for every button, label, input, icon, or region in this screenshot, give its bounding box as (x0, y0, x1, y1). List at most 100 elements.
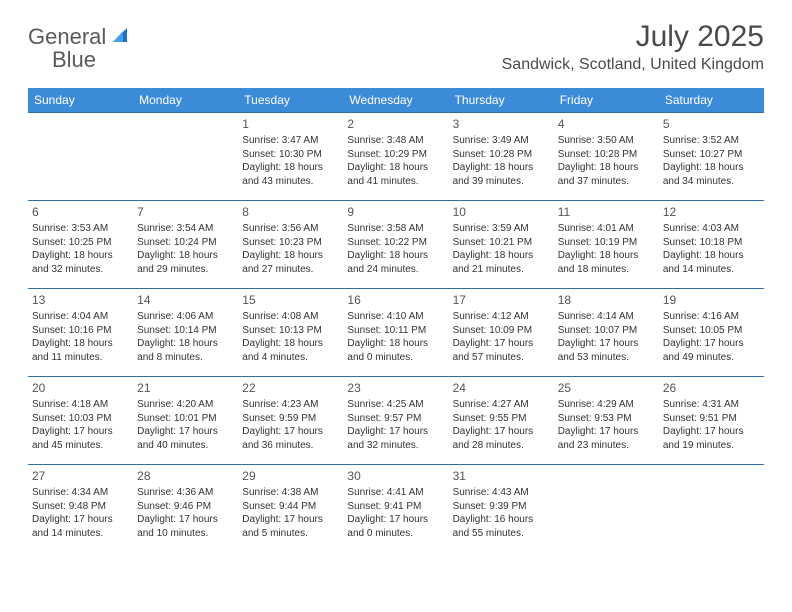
daylight-text: Daylight: 17 hours (137, 425, 234, 439)
day-header: Monday (133, 88, 238, 113)
daylight-text: and 21 minutes. (453, 263, 550, 277)
day-number: 24 (453, 380, 550, 396)
calendar-table: SundayMondayTuesdayWednesdayThursdayFrid… (28, 88, 764, 553)
daylight-text: and 29 minutes. (137, 263, 234, 277)
sunset-text: Sunset: 10:18 PM (663, 236, 760, 250)
calendar-day-cell: 30Sunrise: 4:41 AMSunset: 9:41 PMDayligh… (343, 465, 448, 553)
calendar-day-cell: 31Sunrise: 4:43 AMSunset: 9:39 PMDayligh… (449, 465, 554, 553)
daylight-text: and 24 minutes. (347, 263, 444, 277)
sunrise-text: Sunrise: 4:03 AM (663, 222, 760, 236)
calendar-day-cell: 7 Sunrise: 3:54 AMSunset: 10:24 PMDayligh… (133, 201, 238, 289)
daylight-text: Daylight: 17 hours (663, 425, 760, 439)
brand-name-1: General (28, 24, 106, 49)
sunrise-text: Sunrise: 4:38 AM (242, 486, 339, 500)
calendar-day-cell: 29Sunrise: 4:38 AMSunset: 9:44 PMDayligh… (238, 465, 343, 553)
calendar-day-cell: 22 Sunrise: 4:23 AMSunset: 9:59 PMDayligh… (238, 377, 343, 465)
day-number: 28 (137, 468, 234, 484)
day-number: 22 (242, 380, 339, 396)
sunrise-text: Sunrise: 4:36 AM (137, 486, 234, 500)
daylight-text: Daylight: 18 hours (32, 337, 129, 351)
calendar-day-cell: 14Sunrise: 4:06 AMSunset: 10:14 PMDaylig… (133, 289, 238, 377)
calendar-day-cell: 21Sunrise: 4:20 AMSunset: 10:01 PMDaylig… (133, 377, 238, 465)
daylight-text: and 8 minutes. (137, 351, 234, 365)
daylight-text: and 23 minutes. (558, 439, 655, 453)
sunrise-text: Sunrise: 3:53 AM (32, 222, 129, 236)
daylight-text: Daylight: 18 hours (137, 337, 234, 351)
sunset-text: Sunset: 9:46 PM (137, 500, 234, 514)
day-number: 30 (347, 468, 444, 484)
day-number: 18 (558, 292, 655, 308)
day-number: 11 (558, 204, 655, 220)
daylight-text: and 39 minutes. (453, 175, 550, 189)
daylight-text: and 32 minutes. (32, 263, 129, 277)
daylight-text: and 45 minutes. (32, 439, 129, 453)
day-number: 1 (242, 116, 339, 132)
sunrise-text: Sunrise: 3:50 AM (558, 134, 655, 148)
sunset-text: Sunset: 10:23 PM (242, 236, 339, 250)
daylight-text: and 14 minutes. (663, 263, 760, 277)
sunset-text: Sunset: 9:53 PM (558, 412, 655, 426)
day-number: 13 (32, 292, 129, 308)
daylight-text: and 18 minutes. (558, 263, 655, 277)
daylight-text: and 0 minutes. (347, 351, 444, 365)
daylight-text: Daylight: 18 hours (347, 249, 444, 263)
sunrise-text: Sunrise: 4:25 AM (347, 398, 444, 412)
daylight-text: Daylight: 18 hours (558, 161, 655, 175)
daylight-text: Daylight: 18 hours (242, 249, 339, 263)
sunrise-text: Sunrise: 4:06 AM (137, 310, 234, 324)
brand-name-2: Blue (52, 47, 96, 72)
calendar-day-cell: 17Sunrise: 4:12 AMSunset: 10:09 PMDaylig… (449, 289, 554, 377)
daylight-text: Daylight: 18 hours (453, 161, 550, 175)
sunrise-text: Sunrise: 4:41 AM (347, 486, 444, 500)
sunrise-text: Sunrise: 4:43 AM (453, 486, 550, 500)
header-row: General Blue July 2025 Sandwick, Scotlan… (28, 20, 764, 84)
daylight-text: and 4 minutes. (242, 351, 339, 365)
day-number: 12 (663, 204, 760, 220)
day-number: 25 (558, 380, 655, 396)
sunrise-text: Sunrise: 3:56 AM (242, 222, 339, 236)
calendar-body: 1Sunrise: 3:47 AMSunset: 10:30 PMDayligh… (28, 113, 764, 553)
sunset-text: Sunset: 10:28 PM (453, 148, 550, 162)
month-title: July 2025 (502, 20, 764, 54)
daylight-text: and 5 minutes. (242, 527, 339, 541)
sunset-text: Sunset: 10:14 PM (137, 324, 234, 338)
sunset-text: Sunset: 10:24 PM (137, 236, 234, 250)
sunset-text: Sunset: 10:29 PM (347, 148, 444, 162)
sunset-text: Sunset: 10:11 PM (347, 324, 444, 338)
calendar-day-cell: 27Sunrise: 4:34 AMSunset: 9:48 PMDayligh… (28, 465, 133, 553)
sunrise-text: Sunrise: 4:23 AM (242, 398, 339, 412)
sunrise-text: Sunrise: 3:54 AM (137, 222, 234, 236)
day-number: 29 (242, 468, 339, 484)
calendar-day-cell: 10Sunrise: 3:59 AMSunset: 10:21 PMDaylig… (449, 201, 554, 289)
daylight-text: Daylight: 18 hours (32, 249, 129, 263)
daylight-text: Daylight: 18 hours (663, 161, 760, 175)
calendar-day-cell: 2Sunrise: 3:48 AMSunset: 10:29 PMDayligh… (343, 113, 448, 201)
daylight-text: Daylight: 17 hours (242, 425, 339, 439)
sunset-text: Sunset: 9:41 PM (347, 500, 444, 514)
calendar-day-cell: 8Sunrise: 3:56 AMSunset: 10:23 PMDayligh… (238, 201, 343, 289)
sunset-text: Sunset: 9:55 PM (453, 412, 550, 426)
calendar-day-cell: 16Sunrise: 4:10 AMSunset: 10:11 PMDaylig… (343, 289, 448, 377)
calendar-day-cell: 11Sunrise: 4:01 AMSunset: 10:19 PMDaylig… (554, 201, 659, 289)
sunrise-text: Sunrise: 3:52 AM (663, 134, 760, 148)
day-number: 7 (137, 204, 234, 220)
daylight-text: and 10 minutes. (137, 527, 234, 541)
sunset-text: Sunset: 9:44 PM (242, 500, 339, 514)
daylight-text: Daylight: 17 hours (453, 425, 550, 439)
sunrise-text: Sunrise: 4:29 AM (558, 398, 655, 412)
day-number: 26 (663, 380, 760, 396)
brand-logo: General Blue (28, 26, 131, 72)
day-number: 10 (453, 204, 550, 220)
sunrise-text: Sunrise: 3:47 AM (242, 134, 339, 148)
calendar-day-cell: 25Sunrise: 4:29 AMSunset: 9:53 PMDayligh… (554, 377, 659, 465)
calendar-day-cell: 28Sunrise: 4:36 AMSunset: 9:46 PMDayligh… (133, 465, 238, 553)
calendar-day-cell: 24Sunrise: 4:27 AMSunset: 9:55 PMDayligh… (449, 377, 554, 465)
sunset-text: Sunset: 10:22 PM (347, 236, 444, 250)
daylight-text: Daylight: 18 hours (137, 249, 234, 263)
daylight-text: and 11 minutes. (32, 351, 129, 365)
daylight-text: and 57 minutes. (453, 351, 550, 365)
day-number: 27 (32, 468, 129, 484)
sunset-text: Sunset: 9:59 PM (242, 412, 339, 426)
daylight-text: and 55 minutes. (453, 527, 550, 541)
sunset-text: Sunset: 10:27 PM (663, 148, 760, 162)
